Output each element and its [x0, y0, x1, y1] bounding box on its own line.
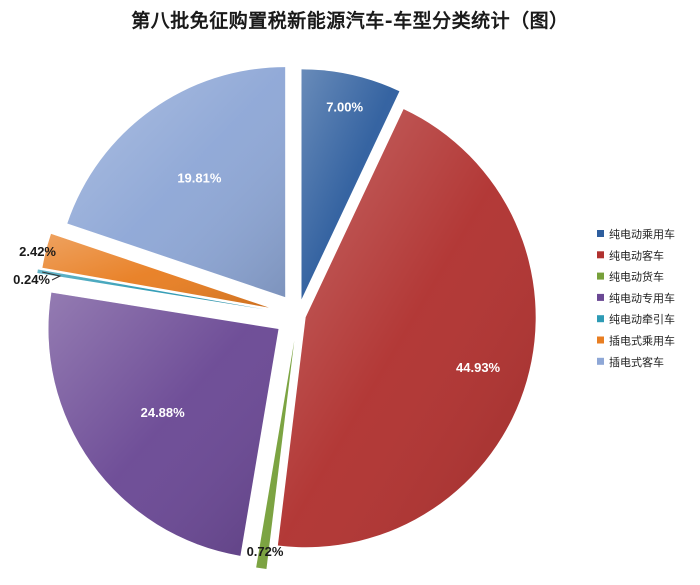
legend-label-5: 纯电动牵引车: [609, 312, 675, 326]
pie-slice-4-shading: [48, 292, 279, 556]
legend-swatch-1: [597, 230, 604, 237]
legend-label-1: 纯电动乘用车: [609, 227, 675, 241]
legend-label-2: 纯电动客车: [609, 248, 664, 262]
slice-label-6: 2.42%: [19, 244, 56, 259]
pie-slice-2-shading: [277, 109, 536, 548]
legend-label-7: 插电式客车: [609, 355, 664, 369]
slice-label-2: 44.93%: [456, 360, 501, 375]
pie-slice-5-shading: [37, 269, 265, 310]
pie-slice-6-shading: [42, 233, 269, 308]
legend-swatch-2: [597, 251, 604, 259]
legend-label-4: 纯电动专用车: [609, 291, 675, 305]
slice-label-1: 7.00%: [326, 99, 363, 114]
leader-line-5: [42, 271, 62, 281]
slice-labels: 7.00% 44.93% 0.72% 24.88% 0.24% 2.42% 19.81%: [13, 99, 500, 559]
pie-slice-1-shading: [301, 69, 400, 300]
legend-label-6: 插电式乘用车: [609, 334, 675, 348]
slice-label-3: 0.72%: [247, 544, 284, 559]
pie-slice-7-shading: [67, 67, 286, 298]
legend-swatch-4: [597, 293, 604, 301]
slice-label-4: 24.88%: [141, 405, 186, 420]
pie-slice-3-shading: [256, 340, 295, 570]
slice-label-7: 19.81%: [177, 171, 222, 186]
legend-swatch-7: [597, 357, 604, 365]
legend-label-3: 纯电动货车: [609, 270, 664, 284]
legend-swatch-5: [597, 315, 604, 323]
chart-title: 第八批免征购置税新能源汽车-车型分类统计（图）: [131, 10, 569, 32]
legend-swatch-3: [597, 272, 604, 280]
legend-swatch-6: [597, 336, 604, 344]
pie-slices: [37, 67, 536, 570]
slice-label-5: 0.24%: [13, 272, 50, 287]
